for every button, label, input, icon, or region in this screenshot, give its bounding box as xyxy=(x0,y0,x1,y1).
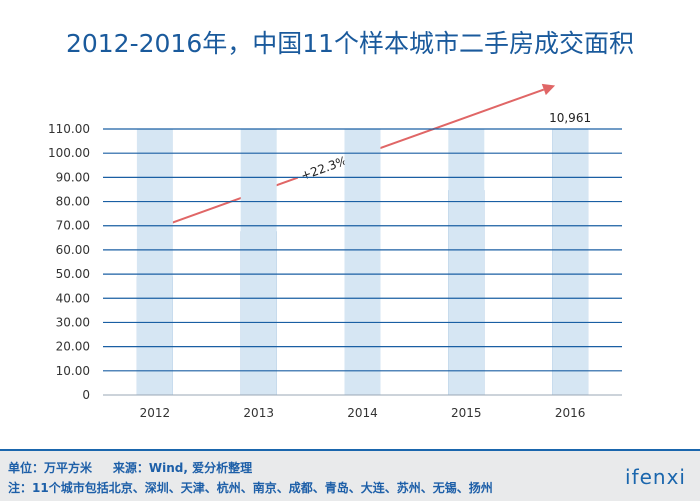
gridlines xyxy=(103,128,622,396)
unit-text: 单位：万平方米 xyxy=(8,461,93,475)
x-axis-ticks: 2012 2013 2014 2015 2016 xyxy=(140,406,586,420)
background-bands xyxy=(136,129,589,395)
y-tick-label: 60.00 xyxy=(56,243,90,257)
y-tick-label: 100.00 xyxy=(48,146,90,160)
chart-title: 2012-2016年，中国11个样本城市二手房成交面积 xyxy=(65,29,635,58)
background-band xyxy=(240,129,277,395)
bar-chart: 4,9026,7714,8688,47310,961 010.0020.0030… xyxy=(48,83,622,420)
y-axis-ticks: 0 10.00 20.00 30.00 40.00 50.00 60.00 70.00 80.0… xyxy=(48,122,90,402)
trend-arrow-head xyxy=(541,83,556,96)
x-tick-label: 2013 xyxy=(243,406,274,420)
y-tick-label: 80.00 xyxy=(56,195,90,209)
background-band xyxy=(136,129,173,395)
x-tick-label: 2016 xyxy=(555,406,586,420)
y-tick-label: 110.00 xyxy=(48,122,90,136)
x-tick-label: 2015 xyxy=(451,406,482,420)
unit-source-line: 单位：万平方米 来源：Wind, 爱分析整理 xyxy=(8,459,252,476)
background-band xyxy=(552,129,589,395)
y-tick-label: 0 xyxy=(82,388,90,402)
y-tick-label: 90.00 xyxy=(56,170,90,184)
y-tick-label: 50.00 xyxy=(56,267,90,281)
data-label-2016: 10,961 xyxy=(549,111,591,125)
y-tick-label: 70.00 xyxy=(56,219,90,233)
y-tick-label: 20.00 xyxy=(56,340,90,354)
note-text: 注：11个城市包括北京、深圳、天津、杭州、南京、成都、青岛、大连、苏州、无锡、扬… xyxy=(8,481,493,495)
brand-logo: ifenxi xyxy=(625,465,686,489)
y-tick-label: 30.00 xyxy=(56,315,90,329)
y-tick-label: 40.00 xyxy=(56,291,90,305)
source-text: 来源：Wind, 爱分析整理 xyxy=(112,461,253,475)
x-tick-label: 2014 xyxy=(347,406,378,420)
background-band xyxy=(344,129,381,395)
footer: 单位：万平方米 来源：Wind, 爱分析整理 注：11个城市包括北京、深圳、天津… xyxy=(0,449,700,501)
background-band xyxy=(448,129,485,395)
y-tick-label: 10.00 xyxy=(56,364,90,378)
x-tick-label: 2012 xyxy=(140,406,171,420)
